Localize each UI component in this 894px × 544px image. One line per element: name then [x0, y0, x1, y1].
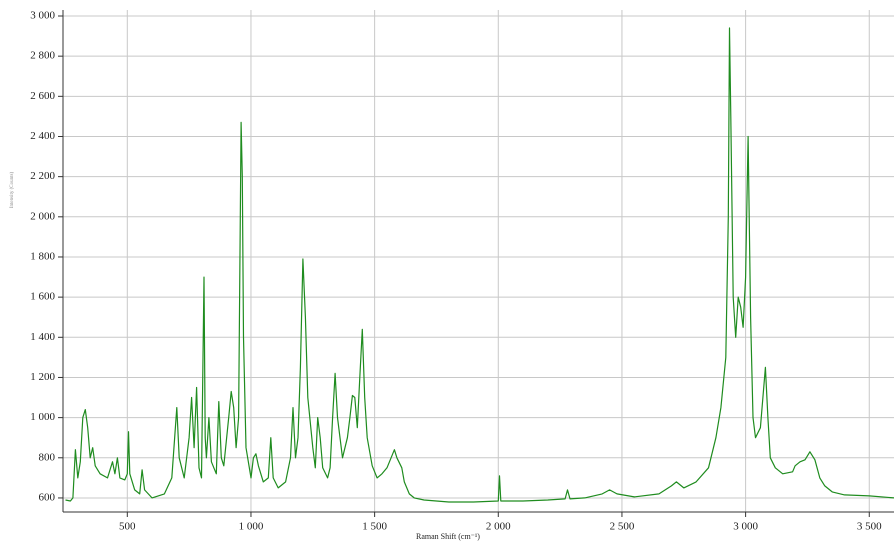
x-tick-label: 2 500	[610, 521, 635, 533]
y-tick-label: 2 400	[30, 130, 55, 142]
x-tick-label: 1 500	[362, 521, 387, 533]
y-tick-label: 2 000	[30, 210, 55, 222]
x-tick-label: 2 000	[486, 521, 511, 533]
y-tick-label: 1 600	[30, 291, 55, 303]
x-tick-label: 1 000	[239, 521, 264, 533]
y-tick-label: 800	[39, 451, 56, 463]
y-tick-label: 2 800	[30, 50, 55, 62]
y-tick-label: 2 600	[30, 90, 55, 102]
x-tick-label: 3 500	[857, 521, 882, 533]
x-tick-label: 3 000	[733, 521, 758, 533]
x-tick-label: 500	[119, 521, 136, 533]
x-axis-label: Raman Shift (cm⁻¹)	[416, 532, 480, 541]
y-tick-label: 3 000	[30, 10, 55, 22]
y-tick-label: 1 800	[30, 251, 55, 263]
y-tick-label: 1 200	[30, 371, 55, 383]
y-axis-label: Intensity (Counts)	[10, 172, 15, 209]
y-tick-label: 1 400	[30, 331, 55, 343]
y-tick-label: 2 200	[30, 170, 55, 182]
y-tick-label: 600	[39, 491, 56, 503]
y-tick-label: 1 000	[30, 411, 55, 423]
spectrum-line	[65, 27, 894, 503]
